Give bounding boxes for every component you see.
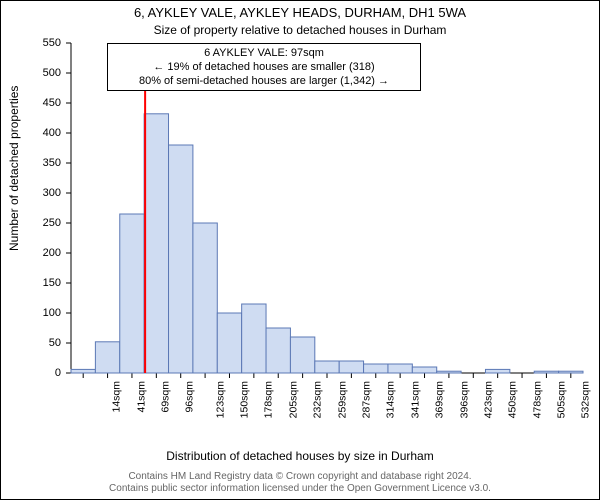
bar [120, 214, 144, 373]
x-tick-label: 14sqm [111, 381, 123, 413]
y-tick-label: 500 [21, 67, 61, 79]
y-tick-label: 50 [21, 337, 61, 349]
y-axis-label: Number of detached properties [7, 86, 21, 251]
x-tick-label: 232sqm [312, 381, 324, 418]
chart-title-main: 6, AYKLEY VALE, AYKLEY HEADS, DURHAM, DH… [1, 5, 599, 20]
bar [266, 328, 290, 373]
y-tick-label: 150 [21, 277, 61, 289]
x-tick-label: 96sqm [184, 381, 196, 413]
bar [242, 304, 266, 373]
bar [339, 361, 363, 373]
x-tick-label: 505sqm [555, 381, 567, 418]
y-tick-label: 250 [21, 217, 61, 229]
annotation-line-2: ← 19% of detached houses are smaller (31… [114, 60, 414, 74]
bar [364, 364, 388, 373]
bar [193, 223, 217, 373]
y-tick-label: 100 [21, 307, 61, 319]
x-tick-label: 205sqm [287, 381, 299, 418]
x-tick-label: 287sqm [360, 381, 372, 418]
bar [437, 371, 461, 373]
bar [217, 313, 241, 373]
x-tick-label: 369sqm [434, 381, 446, 418]
bar [315, 361, 339, 373]
x-tick-label: 150sqm [238, 381, 250, 418]
x-tick-label: 314sqm [385, 381, 397, 418]
x-tick-label: 423sqm [482, 381, 494, 418]
x-tick-label: 41sqm [135, 381, 147, 413]
bars-group [71, 114, 583, 373]
x-tick-label: 178sqm [263, 381, 275, 418]
annotation-line-1: 6 AYKLEY VALE: 97sqm [114, 46, 414, 60]
y-tick-label: 400 [21, 127, 61, 139]
x-tick-label: 341sqm [409, 381, 421, 418]
y-tick-label: 350 [21, 157, 61, 169]
x-tick-label: 532sqm [580, 381, 592, 418]
bar [534, 371, 558, 373]
annotation-line-3: 80% of semi-detached houses are larger (… [114, 74, 414, 88]
x-tick-label: 123sqm [214, 381, 226, 418]
x-axis-label: Distribution of detached houses by size … [1, 449, 599, 463]
y-tick-label: 450 [21, 97, 61, 109]
chart-title-sub: Size of property relative to detached ho… [1, 23, 599, 37]
y-tick-label: 300 [21, 187, 61, 199]
figure-container: 6, AYKLEY VALE, AYKLEY HEADS, DURHAM, DH… [0, 0, 600, 500]
x-tick-label: 450sqm [507, 381, 519, 418]
annotation-box: 6 AYKLEY VALE: 97sqm← 19% of detached ho… [107, 43, 421, 91]
bar [559, 371, 583, 373]
chart-svg [59, 43, 583, 413]
footnote-line-1: Contains HM Land Registry data © Crown c… [128, 471, 471, 482]
bar [71, 369, 95, 373]
y-tick-label: 0 [21, 367, 61, 379]
bar [388, 364, 412, 373]
footnote: Contains HM Land Registry data © Crown c… [1, 471, 599, 495]
footnote-line-2: Contains public sector information licen… [109, 483, 491, 494]
y-tick-label: 200 [21, 247, 61, 259]
x-tick-label: 69sqm [159, 381, 171, 413]
bar [95, 342, 119, 373]
bar [290, 337, 314, 373]
plot-area: 05010015020025030035040045050055014sqm41… [59, 43, 583, 413]
x-tick-label: 259sqm [336, 381, 348, 418]
x-tick-label: 478sqm [531, 381, 543, 418]
bar [144, 114, 168, 373]
x-tick-label: 396sqm [458, 381, 470, 418]
y-tick-label: 550 [21, 37, 61, 49]
bar [412, 367, 436, 373]
bar [169, 145, 193, 373]
bar [485, 369, 509, 373]
